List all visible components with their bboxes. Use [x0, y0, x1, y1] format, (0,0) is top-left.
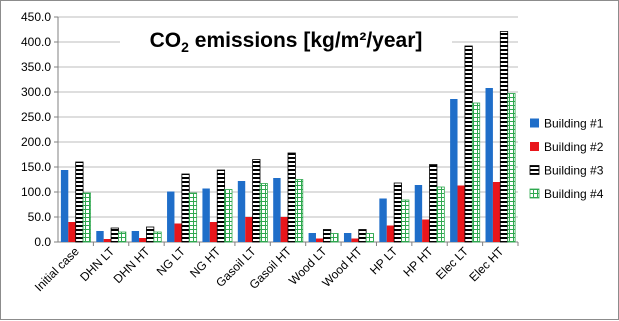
y-tick-label: 50.0	[28, 210, 52, 224]
bar	[386, 225, 395, 242]
bar	[330, 233, 339, 243]
bar	[365, 233, 374, 243]
bar	[287, 152, 296, 243]
y-tick-label: 150.0	[21, 160, 51, 174]
bar	[209, 222, 218, 242]
bar	[499, 31, 509, 243]
x-tick-label: NG LT	[154, 244, 189, 279]
bar	[485, 88, 493, 242]
bar	[181, 173, 190, 243]
bar	[82, 192, 91, 243]
bar	[308, 233, 316, 242]
legend-swatch	[530, 142, 539, 151]
bar	[174, 223, 182, 242]
bar	[436, 186, 445, 243]
bar	[75, 161, 84, 243]
legend-swatch	[529, 165, 540, 175]
chart-title-group: CO2 emissions [kg/m²/year]	[120, 21, 452, 57]
bar	[422, 219, 430, 242]
bar	[351, 238, 359, 242]
y-tick-label: 350.0	[21, 60, 51, 74]
x-tick-label: Wood HT	[319, 244, 365, 290]
bar	[280, 217, 288, 242]
bar	[450, 99, 458, 242]
gridlines	[58, 16, 518, 218]
x-tick-label: Initial case	[32, 244, 82, 294]
bar	[153, 231, 162, 243]
y-tick-label: 100.0	[21, 185, 51, 199]
bar	[457, 185, 465, 242]
y-tick-labels: 0.0 50.0 100.0 150.0 200.0 250.0 300.0 350.0 400…	[21, 10, 51, 249]
bar	[202, 188, 210, 242]
chart-title: CO2 emissions [kg/m²/year]	[150, 29, 423, 55]
bar	[343, 233, 352, 242]
x-tick-label: HP HT	[400, 244, 436, 280]
bar	[60, 170, 69, 242]
bar	[131, 231, 140, 242]
bar	[252, 159, 261, 243]
x-tick-label: DHN HT	[111, 244, 153, 286]
bar	[216, 169, 226, 243]
legend-swatch	[529, 188, 540, 199]
legend-label: Building #2	[544, 140, 604, 154]
legend: Building #1 Building #2 Building #3 Buildin…	[529, 117, 604, 201]
y-tick-label: 0.0	[34, 235, 51, 249]
bar	[471, 102, 481, 243]
bar	[294, 179, 304, 243]
bar	[273, 178, 281, 242]
legend-swatch	[530, 118, 539, 128]
y-tick-label: 200.0	[21, 135, 51, 149]
bar	[224, 189, 233, 243]
bar	[139, 238, 147, 242]
bar	[237, 181, 246, 242]
bar	[414, 185, 423, 242]
bar	[259, 183, 268, 243]
bars	[60, 31, 516, 243]
bar	[315, 238, 324, 242]
bar	[464, 45, 473, 243]
y-tick-label: 450.0	[21, 10, 51, 24]
bar	[492, 182, 501, 242]
bar	[68, 222, 76, 242]
legend-label: Building #4	[544, 187, 604, 201]
x-tick-label: Elec HT	[466, 244, 507, 285]
bar	[96, 231, 104, 242]
bar	[507, 93, 516, 243]
bar	[118, 231, 127, 243]
bar	[401, 199, 410, 243]
bar	[393, 182, 402, 243]
bar	[146, 226, 155, 243]
y-tick-label: 400.0	[21, 35, 51, 49]
bar	[358, 229, 367, 243]
bar	[322, 229, 332, 243]
bar	[167, 191, 175, 242]
legend-label: Building #1	[544, 117, 604, 131]
bar	[188, 192, 198, 243]
bar	[379, 198, 387, 242]
bar	[245, 217, 253, 242]
bar	[110, 227, 119, 243]
legend-label: Building #3	[544, 164, 604, 178]
bar	[103, 239, 112, 242]
y-tick-label: 300.0	[21, 85, 51, 99]
x-tick-label: Elec LT	[433, 244, 472, 283]
bar	[429, 164, 438, 243]
y-tick-label: 250.0	[21, 110, 51, 124]
x-tick-label: HP LT	[367, 244, 401, 278]
